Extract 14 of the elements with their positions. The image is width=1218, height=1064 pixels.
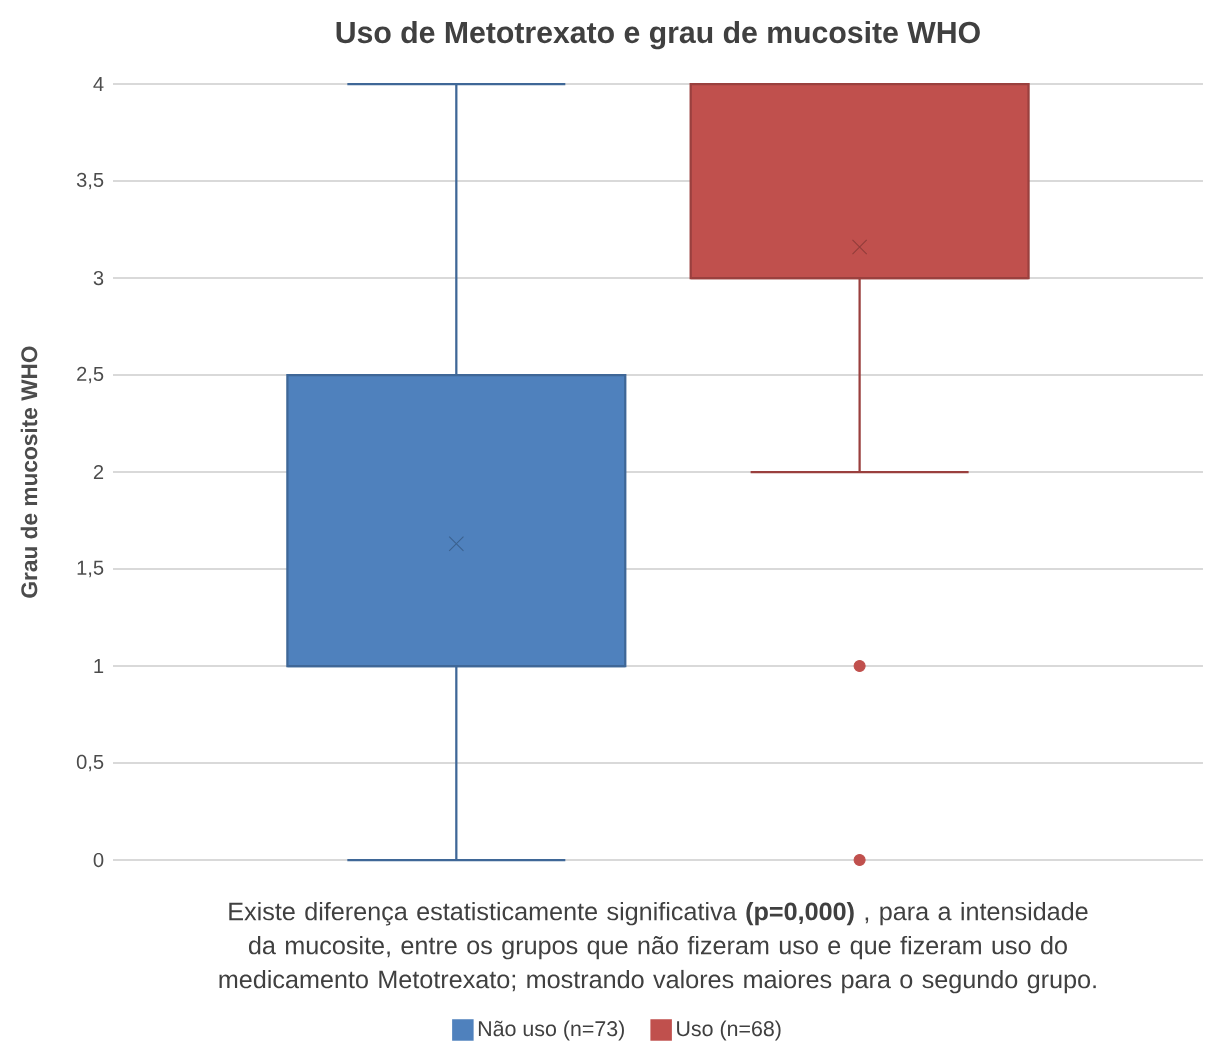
- y-tick-label: 1,5: [77, 560, 104, 578]
- legend-label: Não uso (n=73): [478, 1020, 624, 1041]
- y-axis-title: Grau de mucosite WHO: [20, 346, 38, 598]
- y-tick-label: 3,5: [76, 172, 104, 190]
- text: Existe diferença estatisticamente significativa (p=0,000) , para a intensidade da mucosite, entre os grupos que não fizeram uso e que fizeram uso do medicamento Metotrexato; mostrando valores maiores para o segundo grupo.: [219, 901, 1096, 994]
- y-tick-label: 2,5: [77, 366, 104, 384]
- y-tick-label: 4: [93, 77, 104, 91]
- y-tick-label: 0: [93, 852, 104, 868]
- chart-title: Uso de Metotrexato e grau de mucosite WHO: [336, 21, 980, 50]
- y-tick-label: 0,5: [76, 754, 104, 772]
- y-tick-label: 3: [93, 270, 104, 286]
- y-tick-label: 1: [94, 659, 104, 673]
- y-tick-label: 2: [93, 465, 104, 480]
- legend-label: Uso (n=68): [677, 1020, 781, 1041]
